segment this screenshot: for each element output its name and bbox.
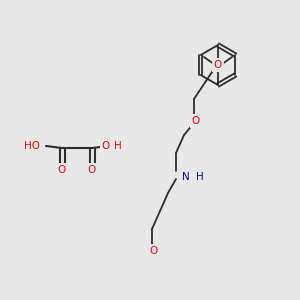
Text: O: O — [58, 165, 66, 175]
Text: O: O — [150, 246, 158, 256]
Text: H: H — [114, 141, 122, 151]
Text: N: N — [182, 172, 190, 182]
Text: HO: HO — [24, 141, 40, 151]
Text: O: O — [214, 60, 222, 70]
Text: O: O — [88, 165, 96, 175]
Text: O: O — [192, 116, 200, 126]
Text: O: O — [102, 141, 110, 151]
Text: H: H — [196, 172, 204, 182]
